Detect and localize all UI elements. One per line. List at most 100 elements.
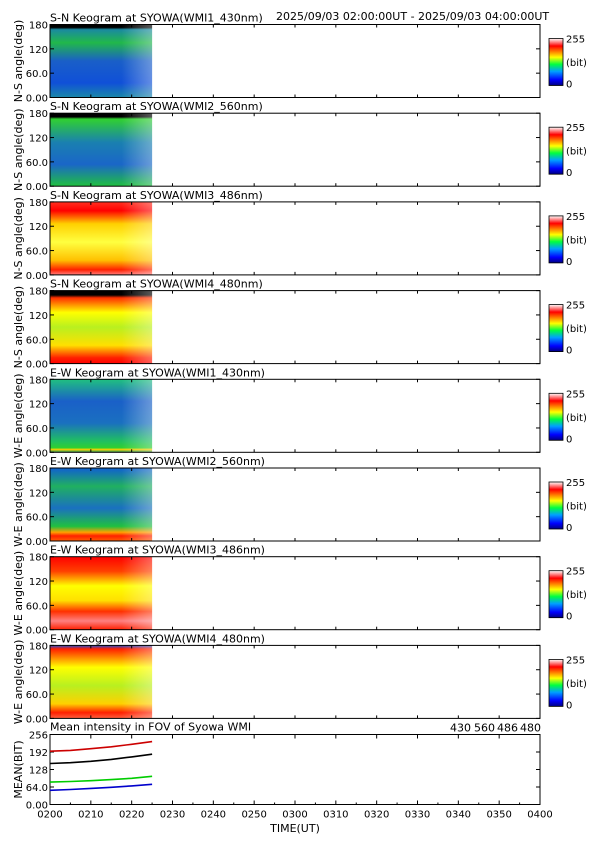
keogram-image-edge <box>50 201 153 275</box>
y-tick-label: 0.00 <box>26 537 48 548</box>
colorbar-max-label: 255 <box>566 567 585 578</box>
y-axis-label: MEAN(BIT) <box>12 740 25 798</box>
y-tick-label: 60.0 <box>26 247 48 258</box>
colorbar <box>548 304 564 353</box>
colorbar-unit-label: (bit) <box>566 413 587 424</box>
y-axis-label: N-S angle(deg) <box>12 286 25 369</box>
colorbar <box>548 38 564 86</box>
keogram-panel: S-N Keogram at SYOWA(WMI3_486nm)180 120 60… <box>12 189 587 282</box>
y-tick-label: 0.00 <box>26 271 48 282</box>
y-tick-label: 180 <box>29 198 48 209</box>
colorbar-unit-label: (bit) <box>566 679 587 690</box>
keogram-panel: E-W Keogram at SYOWA(WMI4_480nm)180 120 60… <box>12 632 587 725</box>
y-tick-label: 0.00 <box>26 626 48 637</box>
x-tick-label: 0320 <box>364 810 389 821</box>
panel-title: E-W Keogram at SYOWA(WMI4_480nm) <box>50 632 265 645</box>
colorbar <box>548 126 564 175</box>
colorbar-max-label: 255 <box>566 123 585 134</box>
panel-title: S-N Keogram at SYOWA(WMI3_486nm) <box>50 189 263 202</box>
x-tick-label: 0340 <box>446 810 471 821</box>
colorbar-max-label: 255 <box>566 301 585 312</box>
keogram-panel: E-W Keogram at SYOWA(WMI3_486nm)180 120 60… <box>12 544 587 637</box>
y-tick-label: 180 <box>29 464 48 475</box>
y-tick-label: 180 <box>29 287 48 298</box>
y-tick-label: 60.0 <box>26 335 48 346</box>
y-tick-label: 60.0 <box>26 513 48 524</box>
y-tick-label: 180 <box>29 553 48 564</box>
colorbar-min-label: 0 <box>566 80 572 91</box>
colorbar-max-label: 255 <box>566 35 585 46</box>
colorbar-unit-label: (bit) <box>566 324 587 335</box>
x-tick-label: 0300 <box>282 810 307 821</box>
y-tick-label: 0.00 <box>26 714 48 725</box>
keogram-image-edge <box>50 556 153 630</box>
x-tick-label: 0240 <box>201 810 226 821</box>
panel-title: E-W Keogram at SYOWA(WMI1_430nm) <box>50 366 265 379</box>
colorbar-min-label: 0 <box>566 257 572 268</box>
y-tick-label: 120 <box>29 577 48 588</box>
y-tick-label: 256 <box>29 731 48 742</box>
y-tick-label: 180 <box>29 641 48 652</box>
y-tick-label: 120 <box>29 134 48 145</box>
colorbar <box>548 659 564 707</box>
colorbar-min-label: 0 <box>566 168 572 179</box>
series-line-560 <box>49 775 153 783</box>
colorbar-max-label: 255 <box>566 212 585 223</box>
x-tick-label: 0220 <box>119 810 144 821</box>
keogram-image-edge <box>50 290 153 364</box>
y-tick-label: 64.0 <box>26 783 48 794</box>
panel-title: S-N Keogram at SYOWA(WMI1_430nm) <box>50 12 263 25</box>
y-tick-label: 120 <box>29 488 48 499</box>
colorbar-min-label: 0 <box>566 700 572 711</box>
legend-item: 560 <box>474 722 495 735</box>
y-tick-label: 120 <box>29 222 48 233</box>
keogram-panels: S-N Keogram at SYOWA(WMI1_430nm)18012060… <box>12 12 587 726</box>
y-tick-label: 60.0 <box>26 424 48 435</box>
colorbar-max-label: 255 <box>566 655 585 666</box>
y-tick-label: 0.00 <box>26 801 48 812</box>
colorbar <box>548 392 564 441</box>
x-tick-label: 0210 <box>78 810 103 821</box>
series-line-486 <box>49 740 153 752</box>
colorbar-max-label: 255 <box>566 478 585 489</box>
y-axis-label: W-E angle(deg) <box>12 373 25 458</box>
y-axis-label: W-E angle(deg) <box>12 462 25 547</box>
y-axis-label: W-E angle(deg) <box>12 640 25 725</box>
x-tick-label: 0250 <box>241 810 266 821</box>
colorbar-unit-label: (bit) <box>566 502 587 513</box>
y-tick-label: 180 <box>29 21 48 32</box>
keogram-image-edge <box>50 468 153 541</box>
keogram-panel: E-W Keogram at SYOWA(WMI2_560nm)180 120 60… <box>12 455 587 548</box>
colorbar-unit-label: (bit) <box>566 58 587 69</box>
y-axis-label: N-S angle(deg) <box>12 108 25 191</box>
y-tick-label: 180 <box>29 375 48 386</box>
keogram-image-edge <box>50 379 153 453</box>
y-tick-label: 60.0 <box>26 601 48 612</box>
y-tick-label: 0.00 <box>26 360 48 371</box>
legend-item: 486 <box>497 722 518 735</box>
colorbar-min-label: 0 <box>566 523 572 534</box>
x-tick-label: 0310 <box>323 810 348 821</box>
y-tick-label: 192 <box>29 748 48 759</box>
colorbar-min-label: 0 <box>566 346 572 357</box>
colorbar <box>548 570 564 619</box>
y-tick-label: 60.0 <box>26 158 48 169</box>
y-tick-label: 120 <box>29 311 48 322</box>
date-range: 2025/09/03 02:00:00UT - 2025/09/03 04:00… <box>276 10 549 23</box>
x-tick-label: 0230 <box>160 810 185 821</box>
x-axis-label: TIME(UT) <box>269 822 320 835</box>
y-tick-label: 180 <box>29 109 48 120</box>
y-tick-label: 60.0 <box>26 69 48 80</box>
keogram-panel: S-N Keogram at SYOWA(WMI1_430nm)180 120 60… <box>12 12 587 105</box>
series-line-480 <box>49 753 153 765</box>
panel-title: S-N Keogram at SYOWA(WMI4_480nm) <box>50 278 263 291</box>
y-tick-label: 0.00 <box>26 94 48 105</box>
y-tick-label: 120 <box>29 45 48 56</box>
y-axis-label: W-E angle(deg) <box>12 551 25 636</box>
keogram-panel: S-N Keogram at SYOWA(WMI4_480nm)180 120 60… <box>12 278 587 371</box>
y-tick-label: 128 <box>29 766 48 777</box>
y-tick-label: 120 <box>29 666 48 677</box>
mean-intensity-panel: Mean intensity in FOV of Syowa WMI 430 560… <box>12 721 553 836</box>
colorbar <box>548 215 564 264</box>
x-tick-label: 0200 <box>37 810 62 821</box>
